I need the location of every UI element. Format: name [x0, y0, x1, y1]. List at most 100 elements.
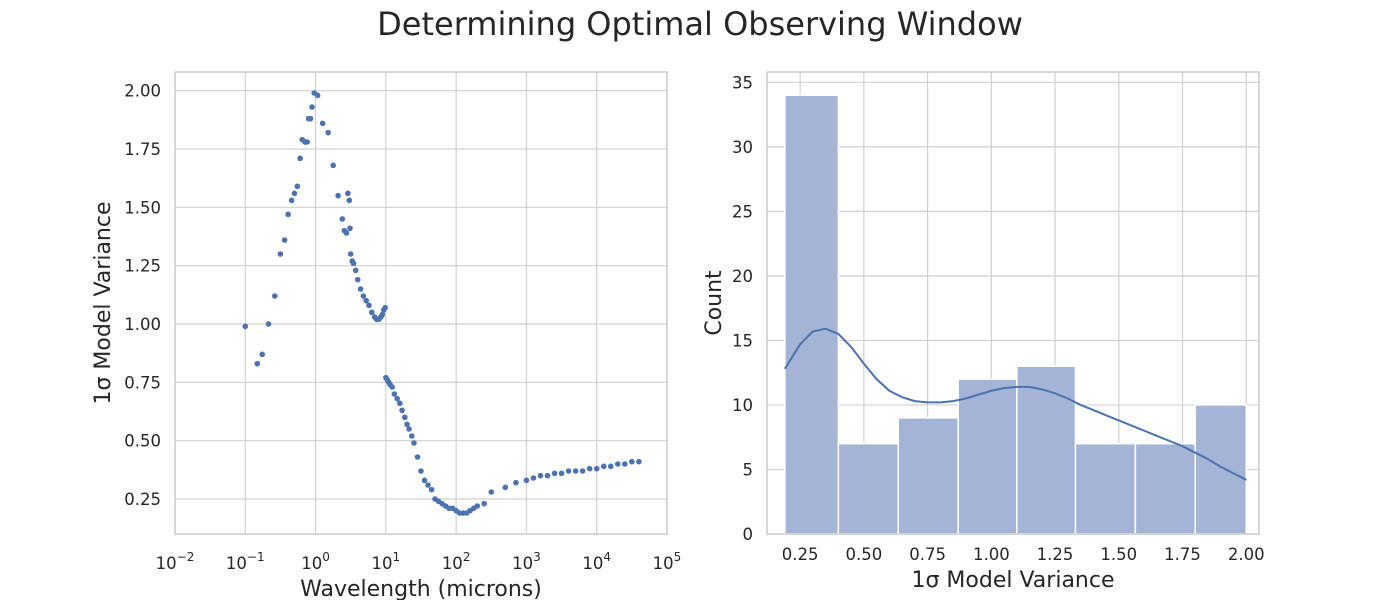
scatter-point — [397, 400, 403, 407]
scatter-point — [544, 472, 551, 479]
scatter-point — [369, 309, 375, 316]
scatter-point — [347, 251, 354, 257]
scatter-point — [558, 470, 565, 477]
scatter-y-tick-label: 1.75 — [124, 140, 161, 159]
scatter-point — [399, 407, 405, 414]
tick-exponent: 4 — [603, 550, 611, 564]
scatter-point — [291, 190, 298, 197]
tick-exponent: 0 — [322, 550, 330, 564]
scatter-point — [622, 461, 628, 467]
scatter-point — [297, 155, 303, 162]
scatter-point — [343, 230, 350, 236]
tick-base: 10 — [442, 554, 463, 573]
scatter-point — [339, 216, 346, 222]
scatter-point — [346, 197, 353, 204]
scatter-x-axis-label: Wavelength (microns) — [300, 577, 542, 600]
tick-base: 10 — [582, 554, 603, 573]
scatter-point — [304, 139, 310, 145]
scatter-point — [347, 225, 353, 232]
scatter-point — [530, 475, 537, 481]
scatter-point — [242, 323, 249, 330]
scatter-point — [389, 384, 395, 390]
scatter-point — [294, 183, 301, 190]
histogram-y-axis-label: Count — [702, 270, 727, 336]
scatter-point — [586, 465, 593, 472]
scatter-point — [513, 479, 519, 486]
scatter-point — [629, 458, 635, 465]
figure-title: Determining Optimal Observing Window — [377, 5, 1023, 43]
tick-exponent: 5 — [674, 550, 682, 564]
scatter-plot: 10−2 10−1 100 101 102 103 104 105 0.250.500.751… — [91, 71, 682, 600]
scatter-y-ticks: 0.25 0.50 0.75 1.00 1.25 1.50 1.75 2.00 — [124, 82, 161, 509]
scatter-point — [414, 454, 421, 460]
histogram-bar — [784, 94, 840, 535]
histogram-x-axis-label: 1σ Model Variance — [911, 568, 1114, 593]
histogram-y-tick-label: 15 — [732, 331, 753, 350]
tick-exponent: −1 — [247, 550, 265, 564]
histogram-x-tick-label: 2.00 — [1228, 545, 1265, 564]
scatter-point — [265, 321, 272, 327]
histogram-x-tick-label: 0.50 — [845, 545, 882, 564]
scatter-point — [352, 267, 359, 274]
scatter-point — [551, 470, 558, 477]
scatter-frame — [174, 71, 668, 535]
kde-curve — [783, 327, 1247, 481]
tick-base: 10 — [512, 554, 533, 573]
tick-exponent: −2 — [177, 550, 195, 564]
scatter-point — [572, 468, 579, 474]
scatter-point — [325, 129, 331, 136]
scatter-point — [409, 433, 415, 439]
histogram-y-tick-label: 25 — [732, 202, 753, 221]
scatter-x-tick-label: 10−2 — [156, 550, 195, 573]
scatter-y-tick-label: 1.00 — [124, 315, 161, 334]
tick-base: 10 — [372, 554, 393, 573]
scatter-x-tick-label: 105 — [653, 550, 682, 573]
scatter-points — [242, 90, 642, 516]
scatter-point — [350, 260, 357, 267]
scatter-point — [537, 472, 544, 479]
scatter-point — [391, 391, 398, 397]
scatter-point — [421, 477, 428, 484]
scatter-y-tick-label: 0.50 — [124, 432, 161, 451]
histogram-x-tick-label: 0.25 — [782, 545, 819, 564]
histogram-y-tick-label: 20 — [732, 267, 753, 286]
scatter-point — [309, 104, 315, 110]
scatter-point — [394, 395, 400, 402]
scatter-x-ticks: 10−2 10−1 100 101 102 103 104 105 — [156, 550, 682, 573]
scatter-point — [502, 484, 509, 491]
histogram-frame — [766, 71, 1260, 535]
scatter-x-tick-label: 101 — [372, 550, 401, 573]
scatter-point — [335, 192, 341, 199]
scatter-point — [481, 500, 488, 507]
scatter-point — [259, 351, 265, 358]
scatter-point — [488, 489, 495, 495]
scatter-point — [285, 211, 291, 218]
scatter-x-tick-label: 10−1 — [226, 550, 265, 573]
scatter-point — [330, 162, 336, 169]
histogram-x-tick-label: 1.25 — [1037, 545, 1074, 564]
scatter-point — [281, 237, 288, 243]
scatter-point — [382, 304, 388, 311]
histogram-y-ticks: 0 5 10 15 20 25 30 35 — [732, 73, 753, 544]
histogram-bar — [1194, 404, 1248, 535]
scatter-point — [579, 468, 586, 474]
histogram-x-tick-label: 1.50 — [1100, 545, 1137, 564]
histogram-bar — [1134, 442, 1197, 535]
scatter-point — [272, 293, 278, 299]
scatter-point — [307, 115, 314, 122]
histogram-y-tick-label: 5 — [743, 460, 754, 479]
scatter-point — [363, 297, 369, 304]
tick-base: 10 — [653, 554, 674, 573]
tick-exponent: 2 — [463, 550, 471, 564]
histogram-y-tick-label: 10 — [732, 396, 753, 415]
scatter-y-tick-label: 2.00 — [124, 82, 161, 101]
histogram-bar — [1016, 365, 1077, 535]
scatter-point — [425, 482, 431, 488]
histogram-y-tick-label: 0 — [743, 525, 754, 544]
scatter-point — [615, 461, 621, 467]
scatter-x-tick-label: 103 — [512, 550, 541, 573]
scatter-point — [593, 465, 600, 472]
scatter-point — [600, 463, 607, 470]
scatter-point — [357, 286, 364, 292]
